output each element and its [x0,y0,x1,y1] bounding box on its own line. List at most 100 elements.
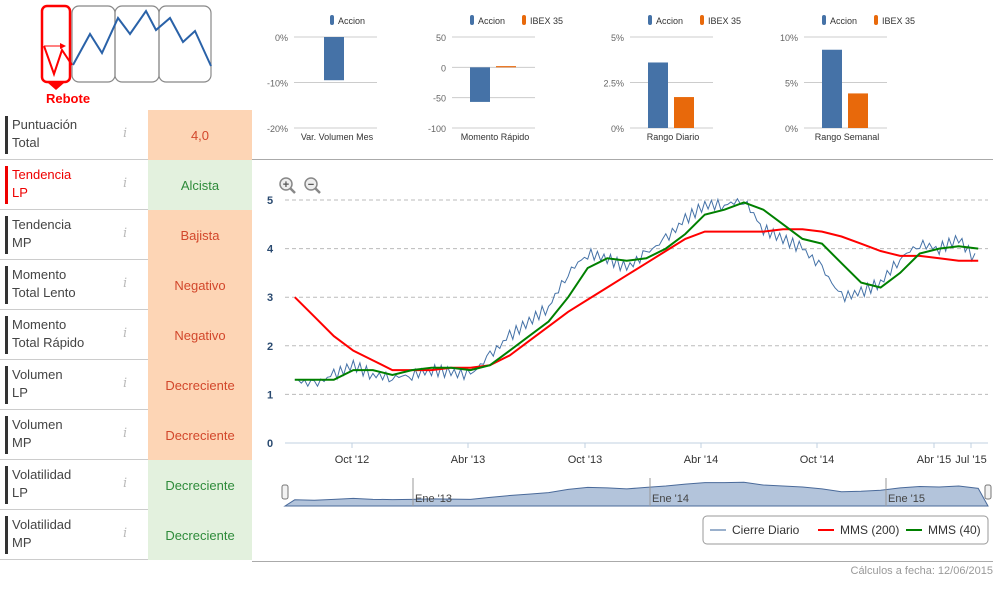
legend-swatch [648,15,652,25]
score-value: Negativo [148,260,252,310]
info-icon[interactable]: i [123,526,128,541]
tick-label: 2.5% [603,79,624,89]
score-label: Volatilidad MP [5,516,71,554]
score-row: Volumen MP i Decreciente [0,410,252,460]
score-value: Decreciente [148,410,252,460]
series-line [294,197,976,388]
bar [822,49,842,128]
tick-label: 0% [275,33,288,43]
chart-legend: Cierre Diario MMS (200) MMS (40) [702,515,989,545]
price-chart: 0 1 2 3 4 5 Oct '12 Abr '13 Oct '13 Abr '14 Oct '1… [267,177,992,545]
x-tick-label: Abr '15 [917,454,952,466]
bar [496,66,516,68]
legend-swatch [522,15,526,25]
y-tick-label: 1 [267,389,273,401]
legend-swatch [822,15,826,25]
tick-label: 0% [785,124,798,134]
info-icon[interactable]: i [123,176,128,191]
tick-label: -10% [267,79,288,89]
info-icon[interactable]: i [123,126,128,141]
pattern-label: Rebote [46,91,91,106]
mini-bar-chart: 0% -10% -20% Accion Var. Volumen Mes [267,15,377,142]
score-row: Momento Total Lento i Negativo [0,260,252,310]
mini-bar-chart: 10% 5% 0% Accion IBEX 35 Rango Semanal [780,15,915,142]
chart-title: Var. Volumen Mes [301,132,374,142]
info-icon[interactable]: i [123,476,128,491]
score-value: Decreciente [148,360,252,410]
legend-label: IBEX 35 [708,16,741,26]
tick-label: 10% [780,33,798,43]
score-value: 4,0 [148,110,252,160]
info-icon[interactable]: i [123,326,128,341]
y-tick-label: 3 [267,292,273,304]
x-tick-label: Abr '13 [451,454,486,466]
tick-label: 0 [441,63,446,73]
tick-label: -100 [428,124,446,134]
score-row: Puntuación Total i 4,0 [0,110,252,160]
bar [324,37,344,81]
legend-label[interactable]: MMS (200) [840,523,899,537]
score-label: Volatilidad LP [5,466,71,504]
score-value: Decreciente [148,510,252,560]
tick-label: -50 [433,94,446,104]
series-line [294,228,979,372]
mini-bar-chart: 5% 2.5% 0% Accion IBEX 35 Rango Diario [603,15,741,142]
score-row: Volumen LP i Decreciente [0,360,252,410]
bar [470,67,490,102]
legend-swatch [874,15,878,25]
x-tick-label: Jul '15 [955,454,986,466]
navigator-label: Ene '13 [415,493,452,505]
y-tick-label: 0 [267,438,273,450]
series-line [294,201,979,381]
tick-label: 5% [611,33,624,43]
x-tick-label: Oct '13 [568,454,603,466]
legend-label[interactable]: MMS (40) [928,523,981,537]
info-icon[interactable]: i [123,226,128,241]
navigator-handle[interactable] [984,484,992,500]
navigator-label: Ene '14 [652,493,689,505]
score-value: Alcista [148,160,252,210]
navigator-handle[interactable] [281,484,289,500]
svg-text:+: + [283,179,289,191]
chart-title: Momento Rápido [461,132,530,142]
chart-title: Rango Semanal [815,132,880,142]
score-row: Tendencia LP i Alcista [0,160,252,210]
info-icon[interactable]: i [123,376,128,391]
x-tick-label: Abr '14 [684,454,719,466]
legend-label: IBEX 35 [530,16,563,26]
legend-swatch [700,15,704,25]
tick-label: 5% [785,79,798,89]
score-value: Bajista [148,210,252,260]
tick-label: 50 [436,33,446,43]
divider [252,159,993,160]
score-row: Momento Total Rápido i Negativo [0,310,252,360]
calculation-date: Cálculos a fecha: 12/06/2015 [850,565,994,577]
score-label: Puntuación Total [5,116,77,154]
x-tick-label: Oct '14 [800,454,835,466]
tick-label: 0% [611,124,624,134]
navigator-label: Ene '15 [888,493,925,505]
score-label: Volumen MP [5,416,63,454]
tick-label: -20% [267,124,288,134]
score-row: Volatilidad LP i Decreciente [0,460,252,510]
legend-label: Accion [338,16,365,26]
divider [252,561,993,562]
legend-label: Accion [830,16,857,26]
info-icon[interactable]: i [123,276,128,291]
bar [674,97,694,128]
legend-label: Accion [478,16,505,26]
svg-text:−: − [308,179,314,191]
legend-swatch [470,15,474,25]
score-value: Decreciente [148,460,252,510]
mini-bar-chart: 50 0 -50 -100 Accion IBEX 35 Momento Rápido [428,15,563,142]
y-tick-label: 2 [267,341,273,353]
zoom-in-icon[interactable]: + [279,177,296,194]
zoom-out-icon[interactable]: − [304,177,321,194]
info-icon[interactable]: i [123,426,128,441]
legend-label[interactable]: Cierre Diario [732,523,800,537]
pattern-illustration [40,4,212,90]
y-tick-label: 5 [267,195,273,207]
bar [648,62,668,129]
score-row: Tendencia MP i Bajista [0,210,252,260]
score-value: Negativo [148,310,252,360]
